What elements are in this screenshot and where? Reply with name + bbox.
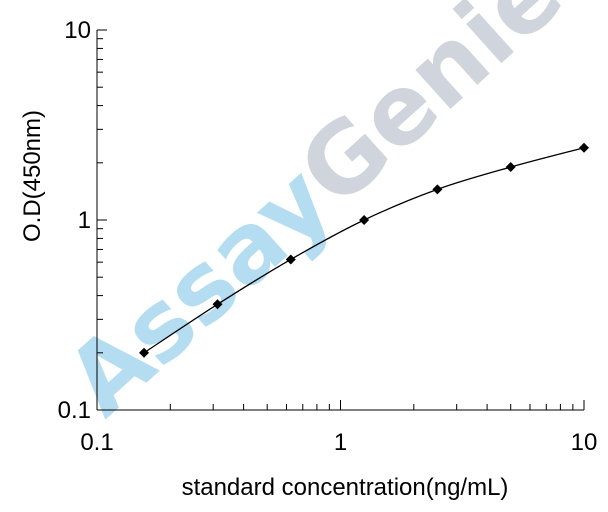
ticks <box>96 29 585 411</box>
watermark-part2: Genie <box>278 0 584 228</box>
y-tick-label: 0.1 <box>58 397 91 424</box>
watermark-part1: Assay <box>45 144 353 437</box>
x-tick-label: 1 <box>334 429 347 456</box>
watermark: AssayGenie <box>45 0 583 437</box>
data-series <box>139 142 589 358</box>
data-point <box>285 254 296 265</box>
tick-labels: 0.1 1 10 0.1 1 10 <box>58 17 598 456</box>
y-tick-label: 1 <box>78 207 91 234</box>
data-point <box>432 184 443 195</box>
x-tick-label: 10 <box>571 429 598 456</box>
data-point <box>505 162 516 173</box>
svg-text:AssayGenie: AssayGenie <box>45 0 583 437</box>
x-tick-label: 0.1 <box>80 429 113 456</box>
data-point <box>359 215 370 225</box>
data-point <box>139 347 150 358</box>
y-tick-label: 10 <box>64 17 91 44</box>
y-axis-title: O.D(450nm) <box>19 110 46 242</box>
data-point <box>212 299 223 310</box>
x-axis-title: standard concentration(ng/mL) <box>182 474 509 501</box>
data-point <box>579 142 589 153</box>
